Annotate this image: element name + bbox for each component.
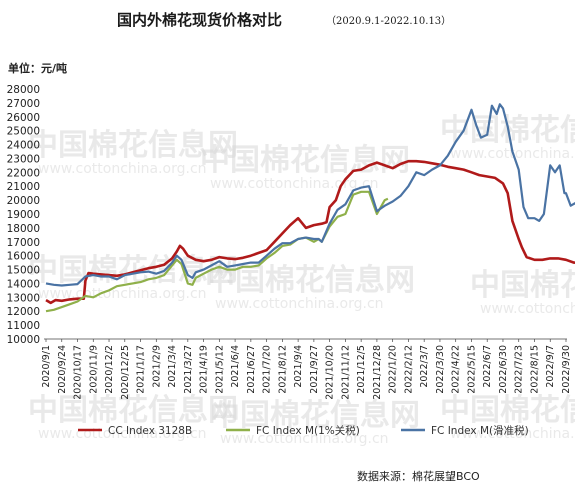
x-tick-label: 2021/9/4 <box>293 345 304 388</box>
x-tick-label: 2021/12/28 <box>372 345 383 400</box>
y-tick-label: 24000 <box>7 140 40 152</box>
watermark-text: 中国棉花信息网 <box>28 128 238 163</box>
x-tick-label: 2022/8/15 <box>529 345 540 394</box>
x-tick-label: 2022/2/12 <box>403 345 414 394</box>
watermark-url: www.cottonchina.org.cn <box>480 301 575 317</box>
x-tick-label: 2022/4/22 <box>451 345 462 394</box>
y-tick-label: 26000 <box>7 112 40 124</box>
x-tick-label: 2022/7/23 <box>514 345 525 394</box>
watermark-text: 中国棉花信息网 <box>28 393 238 428</box>
x-tick-label: 2022/5/15 <box>466 345 477 394</box>
watermark-text: 中国棉花信息网 <box>210 398 420 433</box>
watermark-layer: 中国棉花信息网www.cottonchina.org.cn中国棉花信息网www.… <box>28 113 575 447</box>
series-layer <box>45 103 575 313</box>
x-tick-label: 2021/1/17 <box>136 345 147 394</box>
watermark-text: 中国棉花信息网 <box>200 143 410 178</box>
y-tick-label: 18000 <box>7 223 40 235</box>
x-tick-label: 2021/12/5 <box>356 345 367 394</box>
chart-title: 国内外棉花现货价格对比 <box>117 11 282 29</box>
y-tick-label: 15000 <box>7 265 40 277</box>
y-tick-label: 12000 <box>7 306 40 318</box>
y-tick-label: 28000 <box>7 84 40 96</box>
x-tick-label: 2021/8/12 <box>277 345 288 394</box>
x-tick-label: 2020/9/1 <box>41 345 52 388</box>
watermark-url: www.cottonchina.org.cn <box>450 426 575 442</box>
x-tick-label: 2020/9/24 <box>57 345 68 394</box>
legend-label: CC Index 3128B <box>108 425 192 437</box>
x-tick-label: 2021/11/12 <box>340 345 351 400</box>
y-tick-label: 10000 <box>7 334 40 346</box>
x-tick-label: 2022/3/7 <box>419 345 430 388</box>
y-tick-label: 16000 <box>7 251 40 263</box>
x-tick-label: 2021/10/20 <box>325 345 336 400</box>
data-source: 数据来源：棉花展望BCO <box>357 469 480 483</box>
x-tick-label: 2021/9/27 <box>309 345 320 394</box>
y-tick-label: 20000 <box>7 195 40 207</box>
x-tick-label: 2021/2/9 <box>151 345 162 388</box>
y-tick-label: 27000 <box>7 98 40 110</box>
x-tick-label: 2020/12/2 <box>104 345 115 394</box>
x-tick-label: 2022/9/30 <box>561 345 572 394</box>
x-tick-label: 2021/6/4 <box>230 345 241 388</box>
x-tick-label: 2021/5/12 <box>214 345 225 394</box>
x-tick-label: 2022/6/30 <box>498 345 509 394</box>
x-tick-label: 2022/1/20 <box>388 345 399 394</box>
x-axis-ticks: 2020/9/1 2020/9/24 2020/10/17 2020/11/9 2020… <box>41 339 572 400</box>
watermark-url: www.cottonchina.org.cn <box>215 296 384 312</box>
x-tick-label: 2020/12/25 <box>120 345 131 400</box>
y-tick-label: 25000 <box>7 126 40 138</box>
y-tick-label: 21000 <box>7 181 40 193</box>
x-tick-label: 2020/11/9 <box>88 345 99 394</box>
x-tick-label: 2022/3/30 <box>435 345 446 394</box>
watermark-url: www.cottonchina.org.cn <box>210 176 379 192</box>
series-line-2 <box>45 190 389 313</box>
x-tick-label: 2020/10/17 <box>73 345 84 400</box>
legend: CC Index 3128B FC Index M(1%关税) FC Index M… <box>78 424 529 437</box>
series-line-3 <box>45 103 575 287</box>
y-tick-label: 14000 <box>7 278 40 290</box>
unit-label: 单位：元/吨 <box>8 61 67 75</box>
x-tick-label: 2021/4/19 <box>199 345 210 394</box>
x-tick-label: 2021/7/20 <box>262 345 273 394</box>
x-tick-label: 2022/6/7 <box>482 345 493 388</box>
y-tick-label: 19000 <box>7 209 40 221</box>
legend-label: FC Index M(滑准税) <box>431 424 529 437</box>
y-tick-label: 13000 <box>7 292 40 304</box>
y-tick-label: 23000 <box>7 153 40 165</box>
y-tick-label: 17000 <box>7 237 40 249</box>
x-tick-label: 2021/3/27 <box>183 345 194 394</box>
y-tick-label: 11000 <box>7 320 40 332</box>
watermark-text: 中国棉花信息网 <box>440 393 575 428</box>
watermark-url: www.cottonchina.org.cn <box>220 431 389 447</box>
x-tick-label: 2021/3/4 <box>167 345 178 388</box>
y-tick-label: 22000 <box>7 167 40 179</box>
watermark-text: 中国棉花信息网 <box>470 268 575 303</box>
watermark-url: www.cottonchina.org.cn <box>38 161 207 177</box>
chart-subtitle: （2020.9.1-2022.10.13） <box>326 15 451 27</box>
legend-label: FC Index M(1%关税) <box>256 424 360 437</box>
x-tick-label: 2021/6/27 <box>246 345 257 394</box>
x-tick-label: 2022/9/7 <box>545 345 556 388</box>
